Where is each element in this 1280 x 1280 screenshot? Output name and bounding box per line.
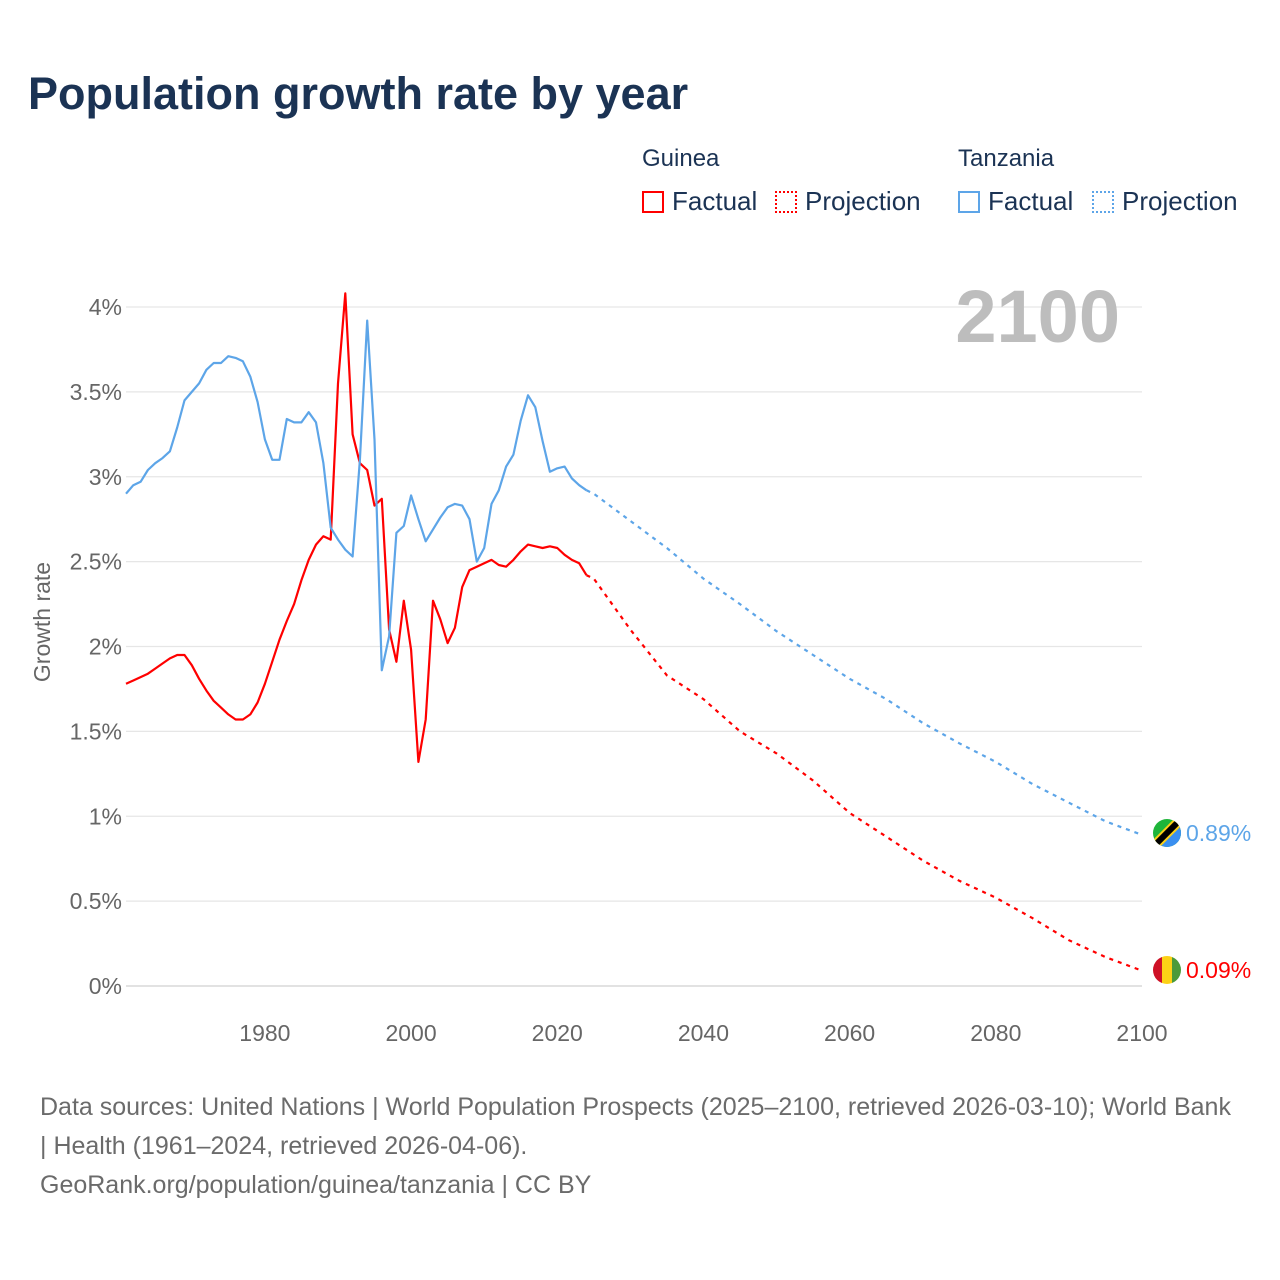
- legend-swatch-solid: [642, 190, 664, 213]
- x-tick-label: 2060: [824, 1020, 875, 1046]
- x-tick-label: 1980: [239, 1020, 290, 1046]
- tanzania-end-label: 0.89%: [1186, 820, 1251, 846]
- legend-swatch-solid: [958, 190, 980, 213]
- legend-label: Projection: [1122, 186, 1238, 216]
- legend-label: Factual: [988, 186, 1074, 216]
- legend-swatch-dotted: [1092, 190, 1114, 213]
- year-display: 2100: [955, 275, 1120, 358]
- x-tick-label: 2080: [970, 1020, 1021, 1046]
- legend-country-guinea: Guinea: [642, 145, 720, 172]
- y-tick-label: 0.5%: [70, 888, 122, 914]
- x-tick-label: 2100: [1116, 1020, 1167, 1046]
- legend-tanzania-projection[interactable]: Projection: [1092, 186, 1238, 217]
- tanzania-flag-icon: [1153, 819, 1181, 847]
- y-tick-label: 0%: [89, 973, 122, 999]
- credit-link[interactable]: GeoRank.org/population/guinea/tanzania |…: [40, 1171, 592, 1199]
- tanzania-projection-line: [586, 489, 1143, 836]
- chart-title: Population growth rate by year: [28, 68, 689, 119]
- plot-area: 0% 0.5% 1% 1.5% 2% 2.5% 3% 3.5% 4% 1980 2000 2020 2…: [29, 275, 1251, 1046]
- x-tick-label: 2040: [678, 1020, 729, 1046]
- guinea-end-label: 0.09%: [1186, 957, 1251, 983]
- legend-tanzania-factual[interactable]: Factual: [958, 186, 1073, 217]
- y-tick-label: 4%: [89, 294, 122, 320]
- guinea-flag-icon: [1153, 956, 1181, 984]
- guinea-projection-line: [586, 574, 1143, 972]
- footer: Data sources: United Nations | World Pop…: [40, 1088, 1240, 1205]
- guinea-factual-line: [125, 292, 588, 764]
- data-sources: Data sources: United Nations | World Pop…: [40, 1093, 1231, 1160]
- legend-label: Projection: [805, 186, 921, 216]
- y-tick-label: 1.5%: [70, 718, 122, 744]
- x-tick-label: 2020: [532, 1020, 583, 1046]
- y-tick-label: 2%: [89, 634, 122, 660]
- tanzania-factual-line: [125, 319, 588, 672]
- x-tick-label: 2000: [385, 1020, 436, 1046]
- y-tick-label: 1%: [89, 803, 122, 829]
- y-tick-label: 2.5%: [70, 549, 122, 575]
- legend-guinea-factual[interactable]: Factual: [642, 186, 757, 217]
- legend-guinea-projection[interactable]: Projection: [775, 186, 921, 217]
- legend-country-tanzania: Tanzania: [958, 145, 1055, 172]
- y-tick-label: 3%: [89, 464, 122, 490]
- legend-swatch-dotted: [775, 190, 797, 213]
- y-tick-label: 3.5%: [70, 379, 122, 405]
- legend-label: Factual: [672, 186, 758, 216]
- y-axis-label: Growth rate: [29, 562, 55, 682]
